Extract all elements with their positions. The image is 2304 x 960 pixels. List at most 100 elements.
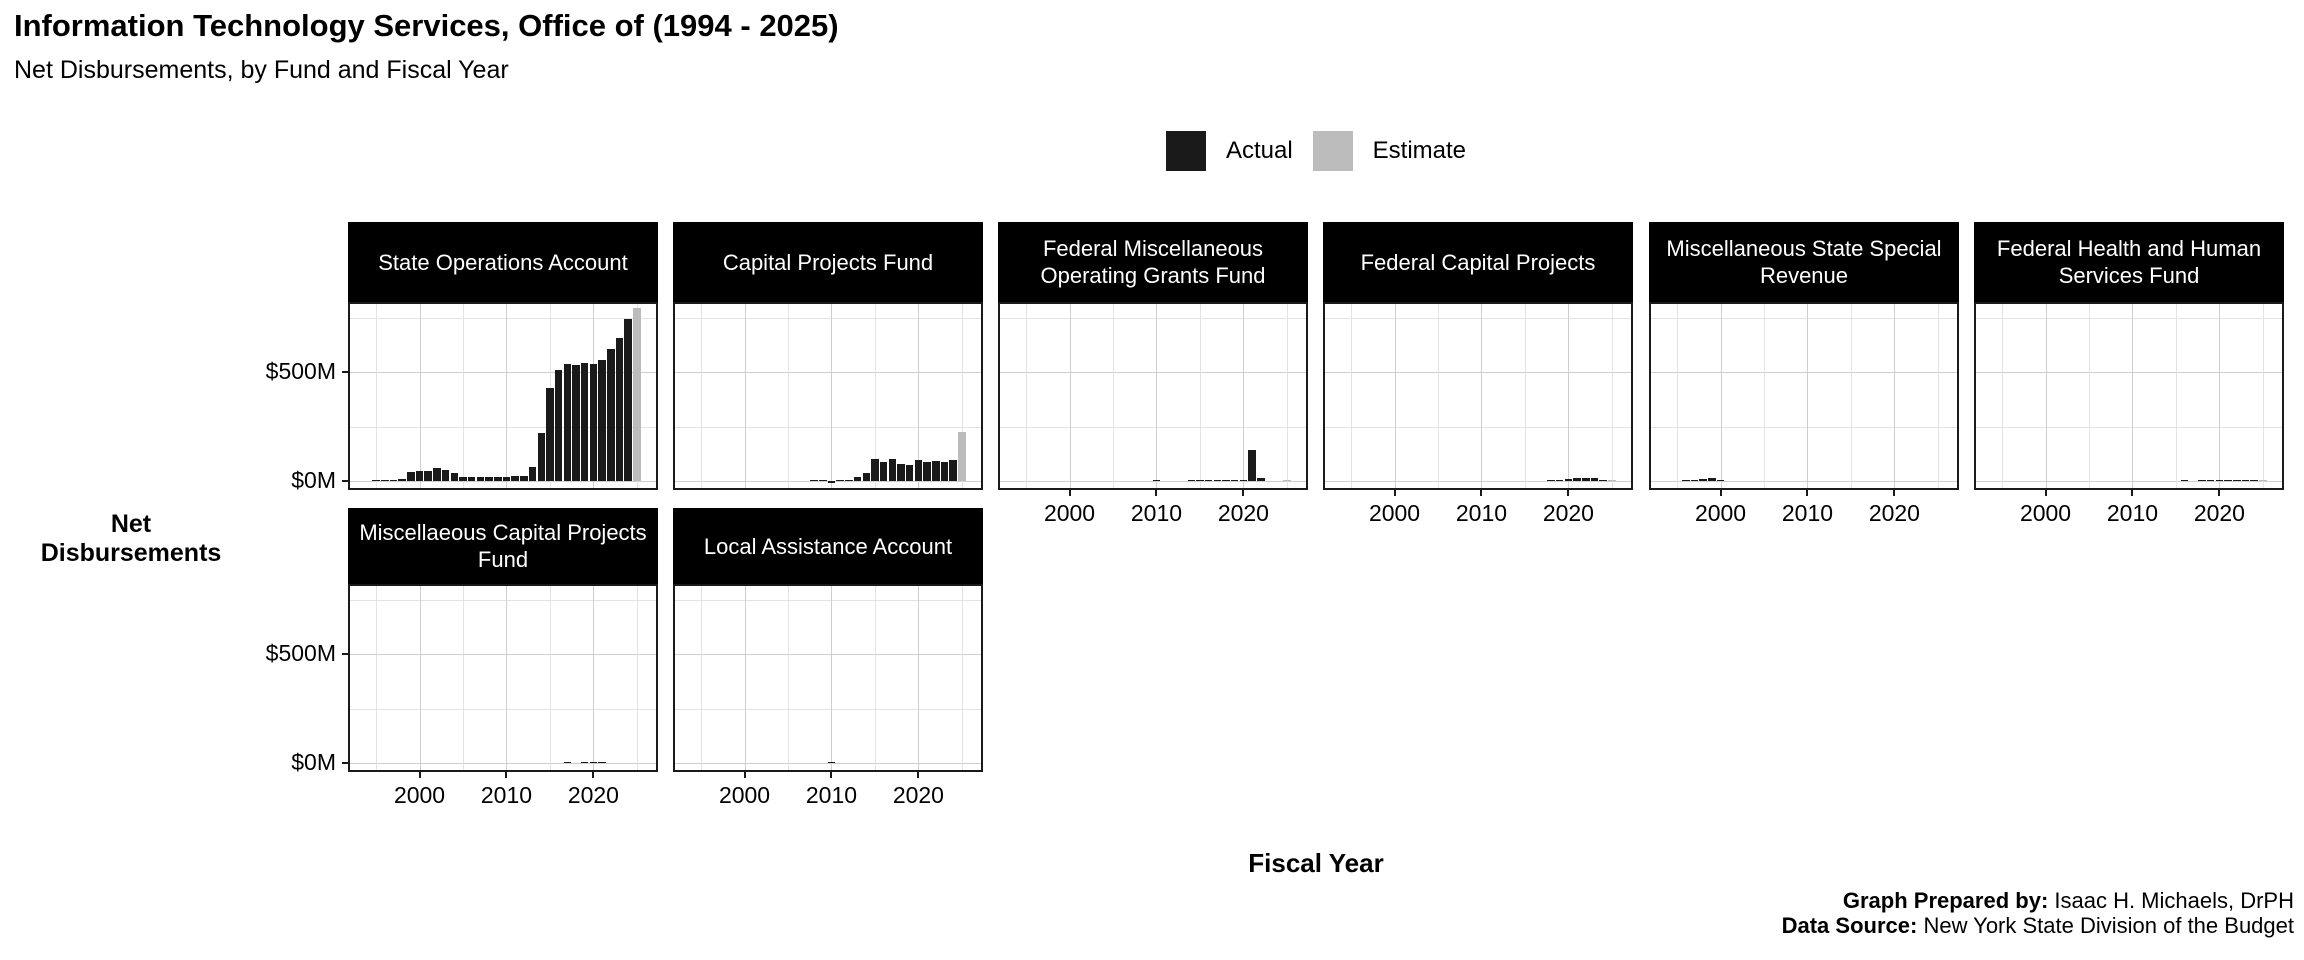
gridline-y-500 bbox=[1325, 372, 1631, 373]
bar-actual-2016 bbox=[554, 370, 563, 481]
bar-estimate-2025 bbox=[633, 308, 641, 481]
facet-header-state-operations-account: State Operations Account bbox=[348, 222, 658, 302]
bar-actual-2020 bbox=[589, 762, 598, 763]
bar-actual-2010 bbox=[827, 762, 836, 763]
bar-actual-2002 bbox=[433, 468, 441, 481]
gridline-y-0 bbox=[1976, 481, 2282, 482]
bar-actual-2019 bbox=[1230, 480, 1239, 481]
bar-actual-2018 bbox=[572, 365, 580, 481]
bar-actual-1996 bbox=[381, 480, 389, 481]
x-tick-label-2000: 2000 bbox=[718, 782, 771, 808]
gridline-x-2005 bbox=[788, 586, 789, 770]
bar-actual-2004 bbox=[450, 472, 459, 481]
footer-prepared-by: Graph Prepared by: Isaac H. Michaels, Dr… bbox=[1842, 888, 2294, 913]
x-tick-2020 bbox=[2218, 490, 2221, 496]
bar-actual-2023 bbox=[2241, 479, 2250, 481]
y-tick-500 bbox=[342, 371, 348, 373]
gridline-x-2025 bbox=[1286, 304, 1288, 488]
gridline-x-2010 bbox=[831, 586, 833, 770]
gridline-y-250 bbox=[675, 708, 981, 710]
bar-actual-2015 bbox=[1196, 480, 1204, 481]
x-tick-label-2020: 2020 bbox=[567, 782, 619, 808]
bar-actual-2020 bbox=[1239, 480, 1248, 481]
bar-actual-2019 bbox=[1555, 479, 1564, 481]
x-tick-2010 bbox=[1155, 490, 1158, 496]
facet-header-federal-health-and-human-services-fund: Federal Health and Human Services Fund bbox=[1974, 222, 2284, 302]
legend-actual-label: Actual bbox=[1225, 137, 1293, 164]
x-tick-2020 bbox=[1242, 490, 1245, 496]
gridline-x-2005 bbox=[788, 304, 789, 488]
gridline-x-2000 bbox=[419, 304, 421, 488]
bar-actual-2000 bbox=[415, 471, 424, 481]
gridline-y-250 bbox=[350, 708, 656, 710]
bar-actual-2010 bbox=[1152, 480, 1161, 481]
bar-actual-2022 bbox=[932, 460, 940, 481]
facet-plot-state-operations-account bbox=[348, 302, 658, 490]
gridline-x-2020 bbox=[1894, 304, 1896, 488]
x-tick-2010 bbox=[2131, 490, 2134, 496]
facet-header-miscellaneous-state-special-revenue: Miscellaneous State Special Revenue bbox=[1649, 222, 1959, 302]
x-tick-label-2000: 2000 bbox=[1694, 500, 1747, 526]
bar-actual-2011 bbox=[836, 480, 844, 481]
bar-actual-2010 bbox=[502, 476, 511, 481]
gridline-x-2025 bbox=[961, 586, 963, 770]
gridline-x-1995 bbox=[1026, 304, 1028, 488]
bar-actual-2019 bbox=[905, 464, 914, 481]
bar-actual-2020 bbox=[589, 364, 598, 481]
gridline-x-2010 bbox=[1481, 304, 1483, 488]
gridline-x-2025 bbox=[1937, 304, 1939, 488]
y-tick-0 bbox=[342, 762, 348, 764]
gridline-x-1995 bbox=[2002, 304, 2004, 488]
bar-actual-2014 bbox=[537, 433, 545, 481]
bar-actual-2014 bbox=[1187, 480, 1195, 481]
bar-actual-2001 bbox=[424, 470, 432, 481]
bar-actual-2021 bbox=[598, 359, 606, 481]
gridline-x-2010 bbox=[831, 304, 833, 488]
gridline-y-750 bbox=[350, 599, 656, 601]
bar-actual-2017 bbox=[888, 459, 897, 481]
bar-actual-2019 bbox=[580, 362, 589, 481]
bar-actual-2024 bbox=[2250, 480, 2258, 481]
gridline-x-2000 bbox=[744, 304, 746, 488]
y-tick-label-0: $0M bbox=[291, 467, 336, 493]
x-tick-label-2010: 2010 bbox=[1455, 500, 1508, 526]
bar-actual-2006 bbox=[467, 477, 476, 481]
x-tick-2010 bbox=[830, 772, 833, 778]
gridline-x-2005 bbox=[463, 304, 464, 488]
bar-actual-1995 bbox=[372, 480, 380, 481]
footer-data-source: Data Source: New York State Division of … bbox=[1781, 913, 2294, 938]
x-tick-2000 bbox=[418, 772, 421, 778]
facet-plot-miscellaneous-state-special-revenue bbox=[1649, 302, 1959, 490]
gridline-x-2010 bbox=[506, 304, 508, 488]
bar-actual-2022 bbox=[607, 348, 615, 481]
bar-actual-2007 bbox=[476, 477, 485, 481]
x-tick-label-2020: 2020 bbox=[892, 782, 944, 808]
facet-header-federal-capital-projects: Federal Capital Projects bbox=[1323, 222, 1633, 302]
bar-actual-2020 bbox=[1564, 478, 1573, 481]
gridline-x-2000 bbox=[1720, 304, 1722, 488]
gridline-y-750 bbox=[1325, 317, 1631, 319]
gridline-x-2005 bbox=[1438, 304, 1439, 488]
gridline-x-2005 bbox=[1764, 304, 1765, 488]
x-tick-label-2000: 2000 bbox=[1043, 500, 1096, 526]
x-tick-2000 bbox=[1393, 490, 1396, 496]
bar-actual-2023 bbox=[940, 462, 949, 481]
gridline-y-500 bbox=[1976, 372, 2282, 373]
facet-header-local-assistance-account: Local Assistance Account bbox=[673, 508, 983, 584]
x-tick-2000 bbox=[1719, 490, 1722, 496]
bar-actual-2015 bbox=[546, 388, 554, 481]
legend-estimate-swatch bbox=[1312, 131, 1353, 171]
bar-actual-2016 bbox=[2180, 480, 2189, 481]
bar-actual-2022 bbox=[2233, 480, 2241, 481]
gridline-y-500 bbox=[1000, 372, 1306, 373]
gridline-x-2010 bbox=[1807, 304, 1809, 488]
bar-actual-2012 bbox=[845, 480, 853, 481]
gridline-x-2015 bbox=[1199, 304, 1201, 488]
y-tick-label-0: $0M bbox=[291, 749, 336, 775]
bar-actual-2012 bbox=[520, 475, 528, 481]
x-tick-label-2020: 2020 bbox=[1217, 500, 1269, 526]
bar-actual-2024 bbox=[949, 460, 957, 481]
bar-actual-2000 bbox=[1716, 479, 1725, 481]
x-tick-2020 bbox=[1893, 490, 1896, 496]
bar-actual-2021 bbox=[923, 462, 931, 481]
